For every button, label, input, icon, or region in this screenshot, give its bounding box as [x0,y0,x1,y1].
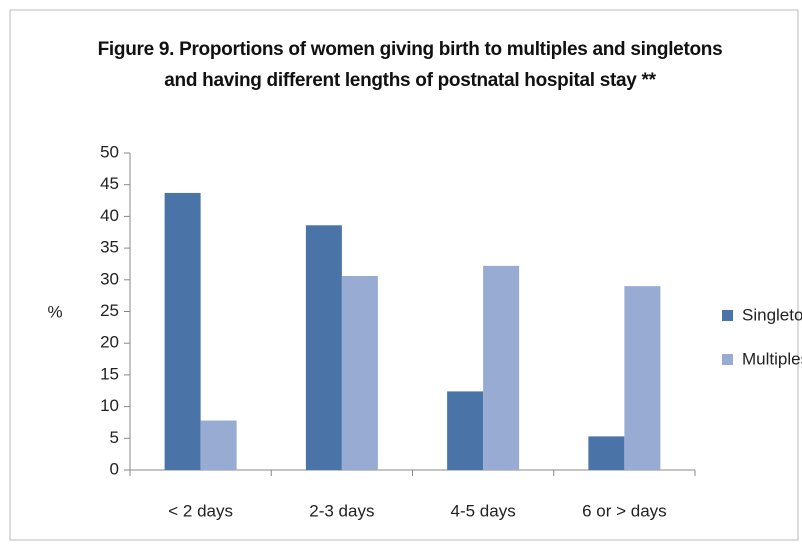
y-tick-label: 50 [100,142,119,161]
bar [624,286,661,470]
legend-swatch [722,354,733,365]
x-tick-label: 6 or > days [582,501,667,520]
y-tick-label: 35 [100,238,119,257]
y-tick-label: 0 [110,459,119,478]
y-tick-label: 25 [100,301,119,320]
x-tick-label: 2-3 days [309,501,374,520]
y-tick-label: 15 [100,364,119,383]
legend-label: Singletons [742,305,802,324]
y-tick-label: 30 [100,269,119,288]
chart-border [9,9,799,541]
bar [447,391,484,470]
bar [483,265,520,470]
bar [341,275,378,470]
bar [588,436,625,470]
chart-title: Figure 9. Proportions of women giving bi… [97,39,723,91]
bar [200,420,237,470]
bar [305,225,342,470]
y-tick-label: 5 [110,428,119,447]
y-tick-label: 40 [100,206,119,225]
y-axis-label: % [47,302,62,321]
y-tick-label: 20 [100,333,119,352]
y-tick-label: 45 [100,174,119,193]
bar [164,192,201,470]
x-tick-label: < 2 days [168,501,233,520]
x-tick-label: 4-5 days [451,501,516,520]
y-tick-label: 10 [100,396,119,415]
legend-label: Multiples [742,349,802,368]
legend-swatch [722,310,733,321]
